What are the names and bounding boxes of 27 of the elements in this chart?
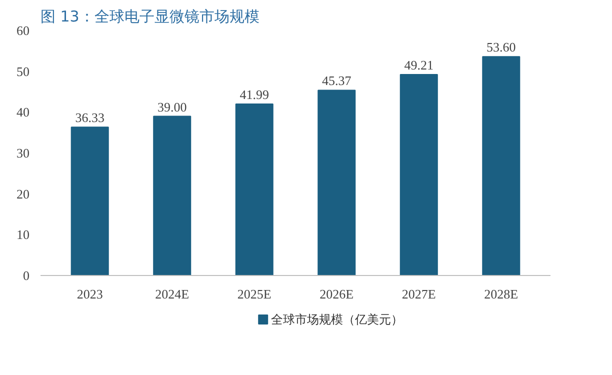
- x-tick-label: 2028E: [484, 286, 518, 302]
- data-label: 36.33: [75, 110, 104, 126]
- legend-label: 全球市场规模（亿美元）: [271, 312, 404, 326]
- bar: [153, 116, 192, 276]
- data-label: 45.37: [322, 73, 352, 88]
- bar: [70, 126, 109, 276]
- x-tick-label: 2025E: [237, 286, 272, 302]
- y-tick-label: 30: [16, 146, 30, 160]
- bar: [482, 56, 520, 276]
- bar: [318, 90, 356, 276]
- data-label: 41.99: [240, 87, 269, 102]
- y-tick-label: 20: [16, 186, 30, 202]
- y-tick-label: 10: [16, 227, 30, 242]
- x-tick-label: 2023: [76, 286, 103, 302]
- chart-title: 图 13：全球电子显微镜市场规模: [40, 8, 260, 26]
- y-tick-label: 50: [16, 64, 30, 79]
- bar: [235, 104, 274, 276]
- data-label: 49.21: [404, 58, 434, 73]
- y-tick-label: 60: [16, 23, 30, 38]
- data-label: 53.60: [486, 40, 516, 55]
- data-label: 39.00: [157, 99, 187, 114]
- x-tick-label: 2024E: [155, 286, 190, 302]
- y-tick-label: 0: [23, 268, 30, 283]
- x-tick-label: 2026E: [320, 286, 354, 302]
- bar: [400, 74, 438, 276]
- y-tick-label: 40: [16, 104, 30, 120]
- x-tick-label: 2027E: [402, 286, 436, 302]
